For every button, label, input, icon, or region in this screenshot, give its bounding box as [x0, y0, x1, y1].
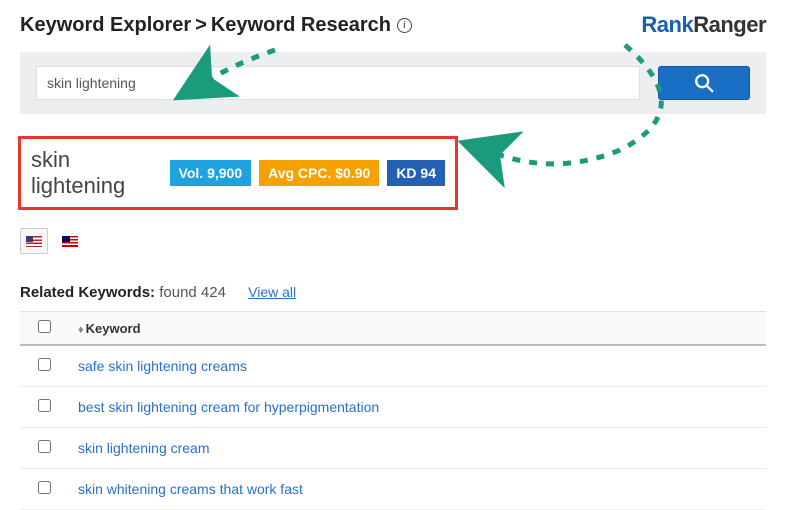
row-keyword-cell: best skin lightening cream for hyperpigm… [68, 387, 766, 428]
flag-my-button[interactable] [62, 236, 78, 247]
related-title: Related Keywords: [20, 284, 155, 301]
row-keyword-cell: skin whitening creams that work fast [68, 469, 766, 510]
summary-keyword: skin lightening [31, 147, 160, 199]
row-checkbox-cell [20, 345, 68, 387]
table-row: best skin lightening cream for hyperpigm… [20, 387, 766, 428]
search-icon [693, 72, 715, 94]
breadcrumb-sep: > [195, 14, 207, 37]
related-keywords-section: Related Keywords: found 424 View all ♦Ke… [20, 278, 766, 510]
row-checkbox[interactable] [38, 399, 51, 412]
row-checkbox[interactable] [38, 481, 51, 494]
row-checkbox-cell [20, 469, 68, 510]
select-all-checkbox[interactable] [38, 320, 51, 333]
related-count: found 424 [159, 284, 226, 301]
badge-cpc: Avg CPC. $0.90 [259, 160, 379, 186]
keyword-link[interactable]: safe skin lightening creams [78, 358, 247, 374]
logo-part2: Ranger [693, 12, 766, 37]
country-flags [20, 228, 766, 254]
row-checkbox[interactable] [38, 440, 51, 453]
row-keyword-cell: safe skin lightening creams [68, 345, 766, 387]
table-row: skin whitening creams that work fast [20, 469, 766, 510]
search-button[interactable] [658, 66, 750, 100]
select-all-header [20, 312, 68, 346]
keyword-summary: skin lightening Vol. 9,900 Avg CPC. $0.9… [18, 136, 458, 210]
row-checkbox[interactable] [38, 358, 51, 371]
logo-part1: Rank [641, 12, 693, 37]
table-row: skin lightening cream [20, 428, 766, 469]
table-row: safe skin lightening creams [20, 345, 766, 387]
col-keyword-header[interactable]: ♦Keyword [68, 312, 766, 346]
keyword-input[interactable] [36, 66, 640, 100]
breadcrumb-part2: Keyword Research [211, 14, 391, 37]
view-all-link[interactable]: View all [248, 284, 296, 300]
row-checkbox-cell [20, 387, 68, 428]
related-table: ♦Keyword safe skin lightening creams best… [20, 311, 766, 510]
flag-us-button[interactable] [20, 228, 48, 254]
keyword-link[interactable]: skin whitening creams that work fast [78, 481, 303, 497]
logo: RankRanger [641, 12, 766, 38]
row-checkbox-cell [20, 428, 68, 469]
keyword-link[interactable]: best skin lightening cream for hyperpigm… [78, 399, 379, 415]
breadcrumb-part1: Keyword Explorer [20, 14, 191, 37]
related-header: Related Keywords: found 424 View all [20, 278, 766, 311]
row-keyword-cell: skin lightening cream [68, 428, 766, 469]
badge-volume: Vol. 9,900 [170, 160, 252, 186]
badge-kd: KD 94 [387, 160, 445, 186]
keyword-link[interactable]: skin lightening cream [78, 440, 210, 456]
sort-icon: ♦ [78, 324, 84, 336]
breadcrumb: Keyword Explorer > Keyword Research i [20, 14, 412, 37]
col-keyword-label: Keyword [86, 321, 141, 336]
search-bar [20, 52, 766, 114]
flag-my-icon [62, 236, 78, 247]
flag-us-icon [26, 236, 42, 247]
info-icon[interactable]: i [397, 18, 412, 33]
